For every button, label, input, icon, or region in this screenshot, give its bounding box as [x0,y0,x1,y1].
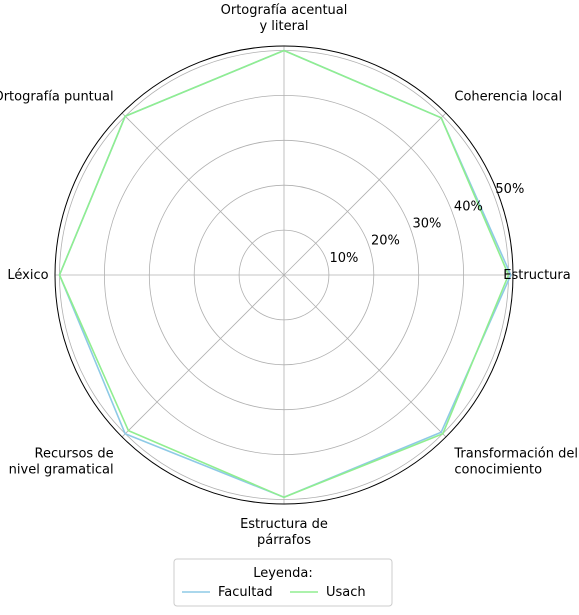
axis-label-line: y literal [259,19,308,34]
legend-label-facultad: Facultad [218,585,273,600]
series-line-usach [58,49,510,499]
spoke-2 [283,112,447,276]
axis-label-line: Transformación del [453,446,578,461]
axis-label-7: Estructura de párrafos [240,517,328,548]
axis-label-8: Transformación del conocimiento [453,446,578,477]
legend-title: Leyenda: [253,566,313,581]
grid-layer [54,45,514,505]
series-layer [58,49,512,499]
axis-label-3: Ortografía acentual y literal [221,3,348,34]
axis-label-line: párrafos [257,533,311,548]
tick-label-1: 10% [329,251,358,266]
axis-label-1: Estructura [503,268,570,283]
tick-label-4: 40% [454,199,483,214]
spoke-8 [283,274,447,438]
axis-label-line: Léxico [7,268,48,283]
legend-box [173,558,393,607]
axis-label-line: Ortografía puntual [0,90,114,105]
outer-frame [54,45,514,505]
spoke-4 [121,112,285,276]
axis-label-5: Léxico [7,268,48,283]
axis-label-line: Estructura de [240,517,328,532]
axis-label-line: nivel gramatical [9,462,114,477]
spoke-6 [121,274,285,438]
legend-label-usach: Usach [326,585,366,600]
legend: Leyenda: Facultad Usach [173,558,393,607]
axis-label-4: Ortografía puntual [0,90,114,105]
axis-label-line: Estructura [503,268,570,283]
label-layer: 10% 20% 30% 40% 50% Estructura Coherencia loca… [0,3,578,548]
axis-label-line: conocimiento [454,462,542,477]
axis-label-line: Ortografía acentual [221,3,348,18]
axis-label-line: Coherencia local [454,90,562,105]
axis-label-6: Recursos de nivel gramatical [9,446,114,477]
tick-label-2: 20% [371,234,400,249]
tick-label-3: 30% [412,216,441,231]
tick-label-5: 50% [495,182,524,197]
axis-label-line: Recursos de [35,446,114,461]
axis-label-2: Coherencia local [454,90,562,105]
